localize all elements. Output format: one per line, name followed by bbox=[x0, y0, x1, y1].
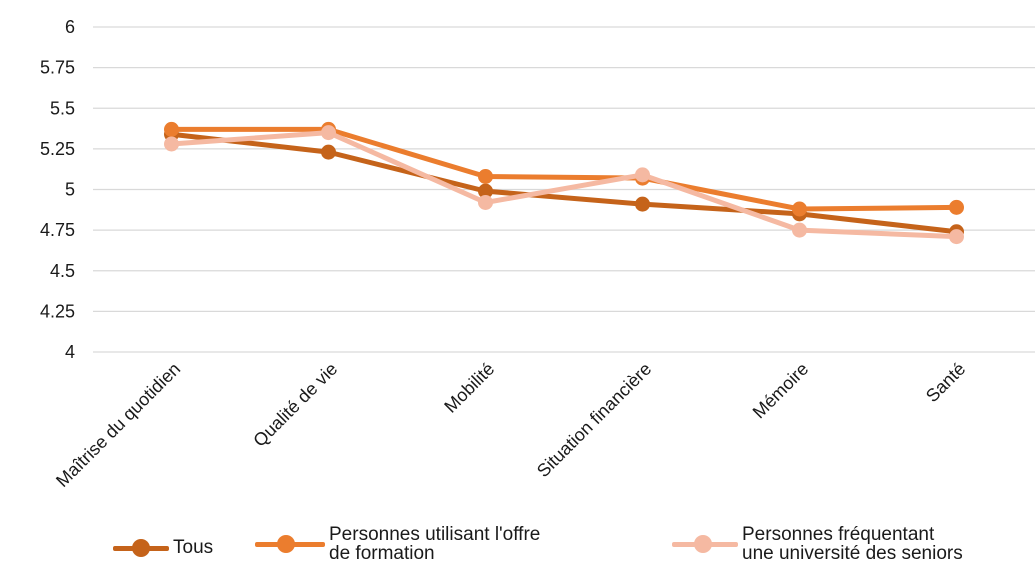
data-point bbox=[949, 199, 964, 215]
x-tick-label: Maîtrise du quotidien bbox=[52, 359, 184, 491]
y-tick-label: 5 bbox=[65, 180, 75, 200]
data-point bbox=[635, 196, 650, 212]
data-point bbox=[949, 229, 964, 245]
x-axis-ticks: Maîtrise du quotidien Qualité de vie Mobil… bbox=[52, 359, 969, 491]
series-lines bbox=[164, 121, 964, 245]
series-line bbox=[169, 126, 959, 212]
legend-marker bbox=[132, 538, 150, 557]
y-tick-label: 4.25 bbox=[40, 301, 75, 321]
data-point bbox=[478, 169, 493, 184]
y-tick-label: 5.25 bbox=[40, 139, 75, 159]
legend-marker bbox=[694, 535, 712, 553]
data-point bbox=[478, 183, 493, 199]
data-point bbox=[164, 121, 179, 137]
x-tick-label: Situation financière bbox=[533, 359, 655, 481]
legend-item-formation: Personnes utilisant l'offre de formation bbox=[255, 525, 540, 563]
legend-swatch-universite bbox=[672, 535, 738, 553]
y-tick-label: 4.75 bbox=[40, 220, 75, 240]
x-tick-label: Santé bbox=[922, 359, 969, 406]
legend-swatch-formation bbox=[255, 535, 325, 553]
legend-swatch-tous bbox=[113, 538, 169, 557]
y-tick-label: 5.5 bbox=[50, 98, 75, 118]
legend-label-tous: Tous bbox=[173, 537, 214, 558]
data-point bbox=[478, 195, 493, 210]
data-point bbox=[164, 136, 179, 152]
legend-label-universite: Personnes fréquentant une université des… bbox=[742, 524, 963, 564]
data-point bbox=[321, 144, 336, 160]
y-tick-label: 5.75 bbox=[40, 58, 75, 78]
data-point bbox=[321, 125, 336, 141]
data-point bbox=[792, 222, 807, 238]
legend-marker bbox=[277, 535, 295, 553]
x-tick-label: Mémoire bbox=[749, 359, 813, 423]
series-line bbox=[169, 131, 959, 235]
y-tick-label: 4 bbox=[65, 342, 75, 362]
legend-label-formation: Personnes utilisant l'offre de formation bbox=[329, 524, 541, 564]
x-tick-label: Mobilité bbox=[440, 359, 498, 417]
y-axis-ticks: 4 4.25 4.5 4.75 5 5.25 5.5 5.75 6 bbox=[40, 17, 75, 362]
series-line bbox=[169, 130, 959, 240]
x-tick-label: Qualité de vie bbox=[249, 359, 341, 451]
data-point bbox=[792, 201, 807, 217]
series-0 bbox=[164, 126, 964, 240]
legend-item-tous: Tous bbox=[113, 538, 213, 557]
y-tick-label: 4.5 bbox=[50, 261, 75, 281]
y-tick-label: 6 bbox=[65, 17, 75, 37]
data-point bbox=[635, 167, 650, 183]
legend-item-universite: Personnes fréquentant une université des… bbox=[672, 525, 963, 563]
series-2 bbox=[164, 125, 964, 245]
